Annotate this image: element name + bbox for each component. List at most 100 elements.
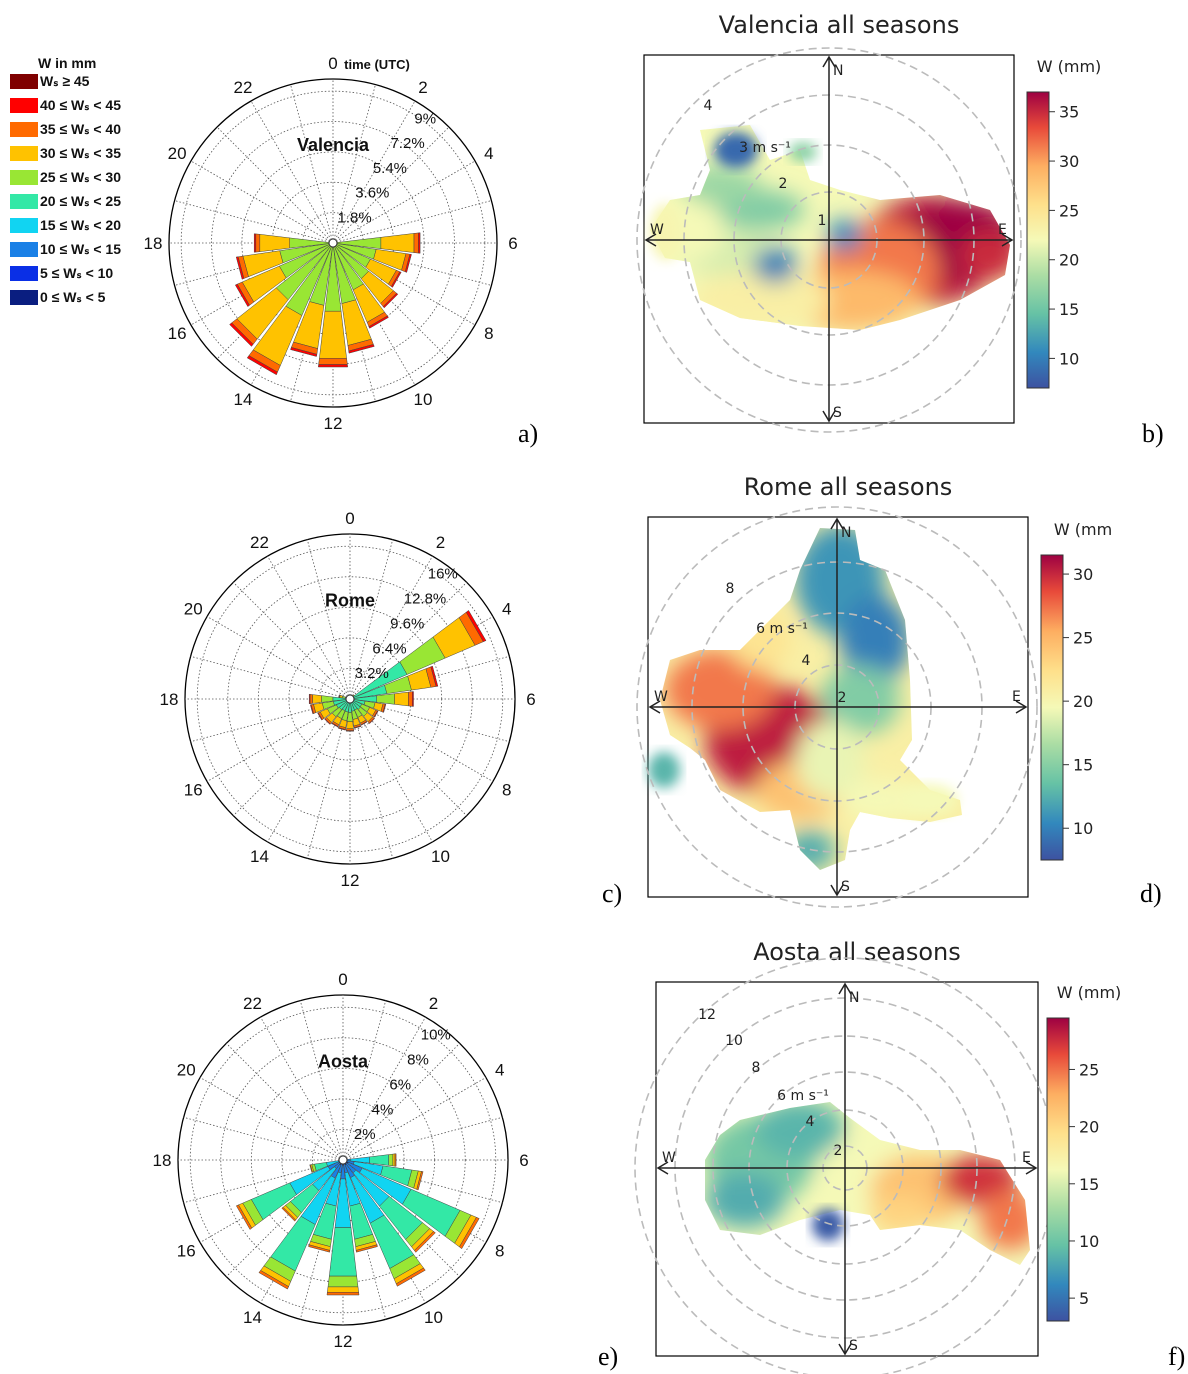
rose-grid-spoke — [349, 582, 467, 700]
rose-bar — [382, 292, 399, 309]
legend-swatch — [10, 74, 38, 89]
rose-hour-label: 0 — [338, 970, 347, 989]
heatmap-patch — [812, 1209, 844, 1241]
legend-label: 5 ≤ Wₛ < 10 — [40, 265, 113, 281]
heatmap-ring-label: 8 — [726, 581, 735, 597]
arrow-east — [1015, 700, 1028, 714]
rose-hour-label: 0 — [345, 509, 354, 528]
arrow-west — [656, 1161, 669, 1175]
rose-hour-label: 20 — [184, 600, 203, 619]
rose-grid-spoke — [332, 84, 376, 244]
heatmap-blob — [705, 1172, 785, 1228]
colorbar-label: W (mm) — [1057, 983, 1122, 1002]
heatmap-blob — [960, 230, 1010, 280]
colorbar-tick-label: 20 — [1059, 251, 1079, 270]
rose-bar — [246, 355, 278, 376]
heatmap-valencia: Valencia all seasons 1 2 3 m s⁻¹ 4 N E S W W (mm)… — [636, 11, 1164, 448]
rose-hour-label: 6 — [508, 234, 517, 253]
legend-label: Wₛ ≥ 45 — [40, 73, 90, 89]
rose-hour-label: 2 — [429, 994, 438, 1013]
rose-grid-spoke — [206, 698, 351, 782]
rose-grid-spoke — [332, 200, 492, 244]
rose-grid-spoke — [267, 698, 351, 843]
rose-bar — [382, 703, 387, 713]
rose-bar — [376, 693, 395, 705]
rose-bar — [355, 1244, 378, 1253]
heatmap-aosta: Aosta all seasons 2 4 6 m s⁻¹ 8 10 12 N E S W W (mm… — [634, 938, 1185, 1374]
rose-hour-label: 12 — [341, 871, 360, 890]
colorbar-tick-label: 25 — [1079, 1060, 1099, 1079]
compass-south: S — [849, 1338, 858, 1354]
colorbar — [1046, 1017, 1070, 1322]
rose-grid-ring — [196, 545, 504, 853]
legend-label: 30 ≤ Wₛ < 35 — [40, 145, 121, 161]
compass-south: S — [833, 405, 842, 421]
rose-bar — [373, 710, 379, 718]
rose-radial-label: 8% — [407, 1052, 429, 1069]
colorbar-tick-label: 30 — [1073, 565, 1093, 584]
rose-grid-spoke — [342, 1116, 503, 1161]
rose-bar — [321, 695, 334, 703]
colorbar-tick-label: 10 — [1079, 1232, 1099, 1251]
rose-hour-label: 14 — [243, 1308, 262, 1327]
colorbar-tick-label: 15 — [1079, 1175, 1099, 1194]
rose-bar — [235, 1204, 253, 1230]
rose-bar — [345, 730, 355, 732]
legend-label: 25 ≤ Wₛ < 30 — [40, 169, 121, 185]
colorbar-tick-label: 35 — [1059, 103, 1079, 122]
rose-bar — [338, 694, 340, 698]
rose-bar — [318, 364, 348, 368]
compass-west: W — [662, 1150, 676, 1166]
rose-grid-spoke — [233, 698, 351, 816]
rose-hour-label: 4 — [495, 1061, 504, 1080]
rose-grid-ring — [220, 1037, 466, 1283]
rose-hour-label: 8 — [495, 1242, 504, 1261]
rose-radial-label: 1.8% — [338, 209, 372, 226]
rose-grid-spoke — [226, 1043, 344, 1161]
rose-bar — [368, 717, 376, 725]
rose-bar — [327, 1275, 359, 1288]
heatmap-patch — [650, 204, 682, 260]
rose-grid-spoke — [299, 1000, 344, 1161]
legend-label: 0 ≤ Wₛ < 5 — [40, 289, 106, 305]
rose-hour-label: 12 — [334, 1332, 353, 1351]
rose-hour-label: 18 — [144, 234, 163, 253]
rose-grid-spoke — [190, 655, 351, 700]
rose-chart-valencia: 0 2 4 6 8 10 12 14 16 18 20 22 1.8% 3.6% 5.4% 7.2% 9% Val… — [144, 54, 539, 448]
rose-hour-label: 4 — [484, 144, 493, 163]
rose-grid-spoke — [349, 655, 510, 700]
rose-bar — [281, 1206, 297, 1222]
rose-bar — [404, 253, 412, 273]
rose-grid-spoke — [190, 160, 334, 244]
colorbar-tick-label: 30 — [1059, 152, 1079, 171]
compass-north: N — [849, 990, 859, 1006]
heatmap-title: Rome all seasons — [744, 473, 953, 501]
heatmap-ring — [636, 47, 1022, 433]
heatmap-title: Valencia all seasons — [719, 11, 960, 39]
rose-bar — [290, 347, 318, 357]
rose-bar — [360, 721, 368, 726]
heatmap-blob — [820, 665, 900, 735]
colorbar-tick-label: 25 — [1059, 201, 1079, 220]
rose-bar — [395, 1267, 426, 1287]
rose-bar — [308, 1244, 331, 1253]
rose-grid-spoke — [342, 1159, 503, 1204]
heatmap-ring-label: 1 — [818, 213, 827, 229]
rose-radial-label: 16% — [428, 566, 458, 583]
rose-grid-spoke — [332, 242, 492, 286]
heatmap-ring-label: 2 — [838, 690, 847, 706]
rose-bar — [309, 1164, 313, 1173]
colorbar — [1040, 554, 1064, 861]
legend-label: 10 ≤ Wₛ < 15 — [40, 241, 121, 257]
compass-north: N — [841, 525, 851, 541]
legend-swatch — [10, 218, 38, 233]
compass-east: E — [998, 222, 1007, 238]
rose-grid-spoke — [342, 1159, 460, 1277]
heatmap-blob — [840, 595, 910, 685]
rose-radial-label: 9% — [414, 110, 436, 127]
heatmap-ring-label: 4 — [802, 653, 811, 669]
rose-title: Valencia — [297, 135, 370, 155]
rose-hour-label: 0 — [328, 54, 337, 73]
rose-grid-spoke — [174, 200, 334, 244]
legend-swatch — [10, 170, 38, 185]
